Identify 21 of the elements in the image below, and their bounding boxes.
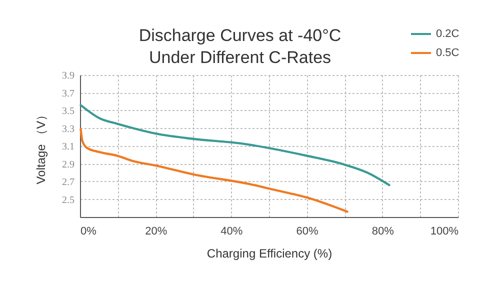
y-tick-label: 3.9	[62, 70, 74, 82]
x-tick-label: 80%	[372, 226, 394, 238]
line-series	[80, 128, 348, 213]
legend-label: 0.5C	[436, 47, 460, 59]
x-tick-label: 20%	[145, 226, 168, 238]
legend-label: 0.2C	[436, 28, 460, 40]
y-tick-label: 2.7	[62, 177, 74, 188]
x-tick-label: 100%	[430, 226, 459, 238]
y-tick-label: 3.7	[62, 88, 74, 100]
x-tick-label: 0%	[80, 226, 97, 238]
y-tick-label: 3.1	[62, 142, 74, 152]
y-tick-label: 3.5	[62, 106, 74, 117]
y-tick-label: 2.9	[62, 159, 74, 170]
y-tick-label: 3.3	[62, 124, 74, 135]
x-tick-label: 60%	[296, 226, 319, 238]
line-series	[80, 104, 390, 186]
y-axis-title: Voltage （V）	[34, 108, 48, 184]
chart-title: Discharge Curves at -40°C Under Different C-Rates	[138, 26, 342, 67]
x-axis-title: Charging Efficiency (%)	[206, 246, 332, 260]
y-tick-label: 2.5	[62, 194, 74, 206]
x-tick-label: 40%	[220, 226, 243, 238]
